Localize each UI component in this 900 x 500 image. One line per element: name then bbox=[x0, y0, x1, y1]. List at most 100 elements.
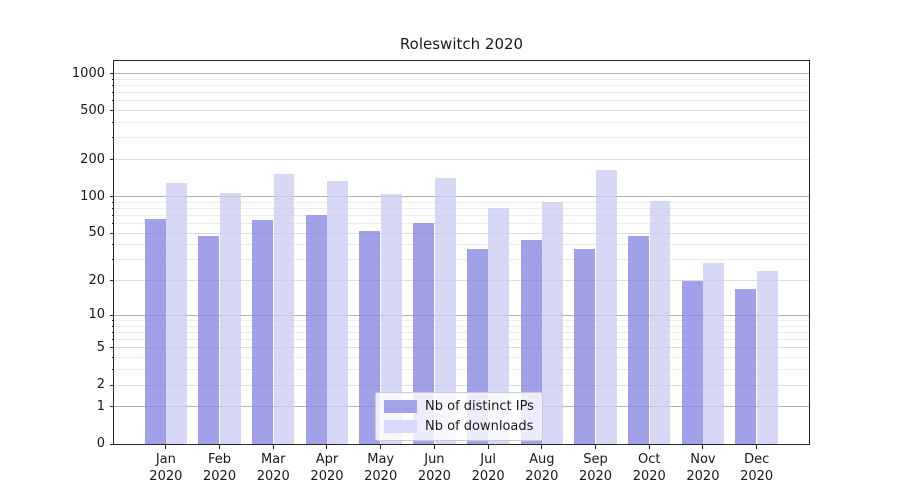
bar-nb-of-distinct-ips-sep bbox=[574, 248, 596, 444]
gridline-minor-700 bbox=[114, 92, 809, 94]
y-tick-label-500: 500 bbox=[80, 102, 105, 118]
y-tick-label-1000: 1000 bbox=[71, 65, 105, 81]
y-minor-tick-9 bbox=[111, 320, 114, 322]
bar-nb-of-downloads-feb bbox=[219, 192, 241, 444]
y-minor-tick-8 bbox=[111, 325, 114, 327]
x-tick-label-oct: Oct 2020 bbox=[632, 452, 666, 484]
y-tick-500 bbox=[109, 110, 114, 112]
bar-nb-of-downloads-mar bbox=[273, 173, 295, 444]
x-tick-label-jan: Jan 2020 bbox=[149, 452, 183, 484]
gridline-minor-3 bbox=[114, 369, 809, 371]
gridline-minor-4 bbox=[114, 357, 809, 359]
bar-nb-of-downloads-apr bbox=[327, 180, 349, 444]
x-tick-label-dec: Dec 2020 bbox=[740, 452, 774, 484]
y-tick-label-10: 10 bbox=[88, 307, 105, 323]
gridline-medium-2 bbox=[114, 384, 809, 386]
bar-nb-of-downloads-jul bbox=[488, 208, 510, 444]
gridline-medium-50 bbox=[114, 232, 809, 234]
y-tick-label-1: 1 bbox=[96, 398, 105, 414]
x-tick-mar bbox=[272, 445, 274, 449]
bar-nb-of-distinct-ips-oct bbox=[628, 236, 649, 444]
x-tick-aug bbox=[541, 445, 543, 449]
y-minor-tick-400 bbox=[111, 122, 114, 124]
bar-nb-of-downloads-jun bbox=[434, 178, 456, 444]
bar-nb-of-downloads-jan bbox=[166, 182, 188, 444]
gridline-minor-9 bbox=[114, 320, 809, 322]
x-tick-nov bbox=[702, 445, 704, 449]
x-tick-label-jul: Jul 2020 bbox=[471, 452, 505, 484]
gridline-minor-60 bbox=[114, 223, 809, 225]
gridline-minor-300 bbox=[114, 137, 809, 139]
gridline-minor-90 bbox=[114, 201, 809, 203]
y-tick-label-2: 2 bbox=[96, 377, 105, 393]
y-minor-tick-800 bbox=[111, 84, 114, 86]
gridline-medium-500 bbox=[114, 110, 809, 112]
x-tick-jan bbox=[165, 445, 167, 449]
x-tick-label-may: May 2020 bbox=[364, 452, 398, 484]
x-tick-label-apr: Apr 2020 bbox=[310, 452, 344, 484]
gridline-medium-20 bbox=[114, 280, 809, 282]
y-tick-1 bbox=[109, 406, 114, 408]
gridline-medium-5 bbox=[114, 347, 809, 349]
bar-nb-of-downloads-nov bbox=[703, 263, 725, 444]
x-tick-dec bbox=[756, 445, 758, 449]
gridline-minor-80 bbox=[114, 207, 809, 209]
legend-swatch-distinct-ips bbox=[384, 400, 417, 413]
y-tick-label-5: 5 bbox=[96, 339, 105, 355]
x-tick-jun bbox=[433, 445, 435, 449]
x-tick-label-aug: Aug 2020 bbox=[525, 452, 559, 484]
bar-nb-of-downloads-oct bbox=[649, 200, 671, 444]
y-minor-tick-300 bbox=[111, 137, 114, 139]
y-tick-1000 bbox=[109, 73, 114, 75]
gridline-major-1000 bbox=[114, 73, 809, 75]
x-tick-oct bbox=[648, 445, 650, 449]
x-tick-label-jun: Jun 2020 bbox=[417, 452, 451, 484]
y-tick-10 bbox=[109, 314, 114, 316]
bar-nb-of-distinct-ips-jun bbox=[413, 222, 435, 444]
y-minor-tick-700 bbox=[111, 92, 114, 94]
x-tick-may bbox=[380, 445, 382, 449]
y-minor-tick-900 bbox=[111, 78, 114, 80]
bar-nb-of-distinct-ips-dec bbox=[735, 289, 757, 444]
gridline-minor-400 bbox=[114, 122, 809, 124]
legend: Nb of distinct IPs Nb of downloads bbox=[375, 392, 543, 441]
gridline-medium-200 bbox=[114, 159, 809, 161]
legend-label-distinct-ips: Nb of distinct IPs bbox=[425, 399, 534, 414]
gridline-minor-600 bbox=[114, 100, 809, 102]
gridline-minor-800 bbox=[114, 84, 809, 86]
bar-nb-of-distinct-ips-apr bbox=[305, 214, 327, 444]
y-tick-20 bbox=[109, 280, 114, 282]
gridline-minor-40 bbox=[114, 244, 809, 246]
x-tick-label-mar: Mar 2020 bbox=[256, 452, 290, 484]
bar-nb-of-downloads-aug bbox=[542, 201, 563, 444]
x-tick-label-sep: Sep 2020 bbox=[578, 452, 613, 484]
y-tick-5 bbox=[109, 347, 114, 349]
y-tick-label-200: 200 bbox=[80, 151, 105, 167]
y-tick-2 bbox=[109, 384, 114, 386]
x-tick-label-feb: Feb 2020 bbox=[203, 452, 237, 484]
gridline-minor-8 bbox=[114, 325, 809, 327]
x-tick-apr bbox=[326, 445, 328, 449]
gridline-minor-70 bbox=[114, 214, 809, 216]
y-minor-tick-40 bbox=[111, 244, 114, 246]
y-minor-tick-4 bbox=[111, 357, 114, 359]
gridline-minor-30 bbox=[114, 259, 809, 261]
y-minor-tick-80 bbox=[111, 207, 114, 209]
y-minor-tick-7 bbox=[111, 331, 114, 333]
y-tick-0 bbox=[109, 443, 114, 445]
y-minor-tick-90 bbox=[111, 201, 114, 203]
y-tick-label-20: 20 bbox=[88, 272, 105, 288]
bar-nb-of-distinct-ips-mar bbox=[252, 220, 273, 444]
bar-nb-of-distinct-ips-jan bbox=[144, 218, 166, 444]
bar-nb-of-distinct-ips-may bbox=[359, 231, 381, 444]
y-minor-tick-60 bbox=[111, 223, 114, 225]
gridline-major-10 bbox=[114, 314, 809, 316]
bar-nb-of-downloads-dec bbox=[756, 271, 778, 444]
y-minor-tick-3 bbox=[111, 369, 114, 371]
gridline-minor-900 bbox=[114, 78, 809, 80]
y-minor-tick-30 bbox=[111, 259, 114, 261]
chart-title: Roleswitch 2020 bbox=[399, 35, 524, 53]
y-minor-tick-70 bbox=[111, 214, 114, 216]
x-tick-feb bbox=[219, 445, 221, 449]
